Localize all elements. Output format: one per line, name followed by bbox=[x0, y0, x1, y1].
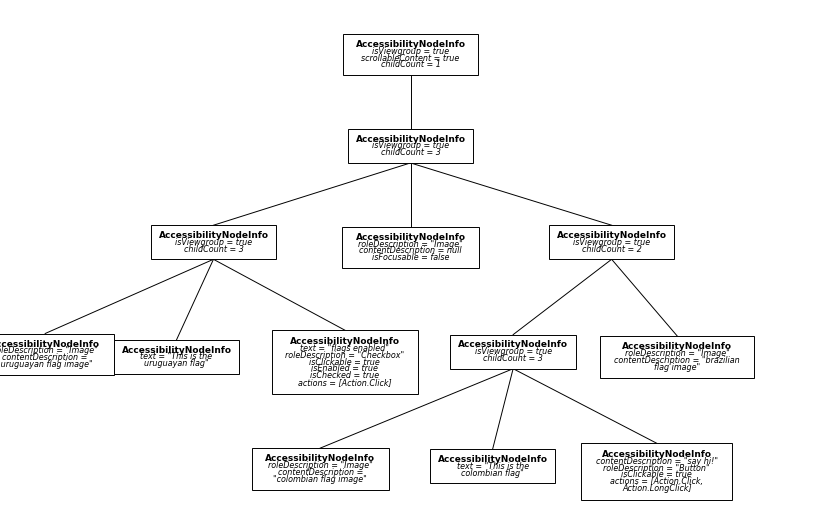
Text: childCount = 3: childCount = 3 bbox=[484, 354, 543, 363]
FancyBboxPatch shape bbox=[272, 330, 418, 394]
Text: roleDescription = "Image": roleDescription = "Image" bbox=[358, 240, 463, 249]
Text: AccessibilityNodeInfo: AccessibilityNodeInfo bbox=[557, 231, 667, 240]
Text: actions = [Action.Click,: actions = [Action.Click, bbox=[610, 477, 704, 486]
Text: AccessibilityNodeInfo: AccessibilityNodeInfo bbox=[290, 337, 400, 346]
Text: isEnabled = true: isEnabled = true bbox=[311, 364, 378, 374]
Text: contentDescription = null: contentDescription = null bbox=[360, 246, 461, 255]
Text: roleDescription = "Image": roleDescription = "Image" bbox=[625, 349, 730, 358]
Text: colombian flag": colombian flag" bbox=[461, 468, 524, 478]
Text: AccessibilityNodeInfo: AccessibilityNodeInfo bbox=[122, 345, 232, 355]
Text: isViewgroup = true: isViewgroup = true bbox=[573, 238, 650, 247]
Text: contentDescription =: contentDescription = bbox=[2, 353, 88, 362]
FancyBboxPatch shape bbox=[150, 225, 277, 259]
Text: flag image": flag image" bbox=[654, 363, 700, 371]
Text: contentDescription =: contentDescription = bbox=[277, 468, 363, 477]
Text: AccessibilityNodeInfo: AccessibilityNodeInfo bbox=[265, 454, 375, 463]
Text: roleDescription = "Image": roleDescription = "Image" bbox=[0, 346, 98, 355]
Text: isViewgroup = true: isViewgroup = true bbox=[372, 47, 449, 56]
Text: isClickable = true: isClickable = true bbox=[310, 357, 380, 367]
Text: AccessibilityNodeInfo: AccessibilityNodeInfo bbox=[355, 134, 466, 144]
Text: "uruguayan flag image": "uruguayan flag image" bbox=[0, 360, 93, 369]
FancyBboxPatch shape bbox=[450, 334, 576, 369]
Text: AccessibilityNodeInfo: AccessibilityNodeInfo bbox=[0, 340, 100, 349]
Text: childCount = 3: childCount = 3 bbox=[184, 244, 243, 254]
Text: isClickable = true: isClickable = true bbox=[621, 470, 692, 479]
Text: childCount = 2: childCount = 2 bbox=[582, 244, 641, 254]
Text: text = "flags enabled": text = "flags enabled" bbox=[300, 344, 389, 353]
Text: roleDescription = "Button": roleDescription = "Button" bbox=[603, 464, 710, 473]
FancyBboxPatch shape bbox=[581, 443, 732, 500]
Text: AccessibilityNodeInfo: AccessibilityNodeInfo bbox=[355, 40, 466, 49]
Text: isChecked = true: isChecked = true bbox=[310, 371, 379, 380]
Text: uruguayan flag": uruguayan flag" bbox=[144, 359, 209, 368]
Text: AccessibilityNodeInfo: AccessibilityNodeInfo bbox=[158, 231, 268, 240]
Text: isViewgroup = true: isViewgroup = true bbox=[372, 141, 449, 151]
Text: contentDescription = "brazilian: contentDescription = "brazilian bbox=[614, 356, 741, 365]
Text: childCount = 3: childCount = 3 bbox=[381, 148, 440, 157]
Text: isViewgroup = true: isViewgroup = true bbox=[175, 238, 252, 247]
FancyBboxPatch shape bbox=[600, 336, 754, 378]
Text: text = "This is the: text = "This is the bbox=[140, 352, 213, 362]
Text: roleDescription = "Checkbox": roleDescription = "Checkbox" bbox=[285, 351, 405, 360]
FancyBboxPatch shape bbox=[548, 225, 675, 259]
Text: isViewgroup = true: isViewgroup = true bbox=[475, 347, 552, 356]
Text: AccessibilityNodeInfo: AccessibilityNodeInfo bbox=[438, 455, 548, 464]
Text: AccessibilityNodeInfo: AccessibilityNodeInfo bbox=[355, 233, 466, 242]
FancyBboxPatch shape bbox=[0, 333, 113, 375]
Text: AccessibilityNodeInfo: AccessibilityNodeInfo bbox=[458, 340, 568, 350]
Text: actions = [Action.Click]: actions = [Action.Click] bbox=[298, 378, 392, 387]
FancyBboxPatch shape bbox=[343, 34, 478, 76]
Text: AccessibilityNodeInfo: AccessibilityNodeInfo bbox=[622, 342, 732, 351]
Text: roleDescription = "Image": roleDescription = "Image" bbox=[268, 461, 373, 470]
Text: contentDescription = "say hi!": contentDescription = "say hi!" bbox=[596, 457, 718, 466]
Text: text = "This is the: text = "This is the bbox=[456, 462, 529, 471]
Text: Action.LongClick]: Action.LongClick] bbox=[622, 484, 691, 493]
FancyBboxPatch shape bbox=[113, 340, 240, 374]
Text: scrollableContent = true: scrollableContent = true bbox=[361, 54, 460, 63]
Text: childCount = 1: childCount = 1 bbox=[381, 60, 440, 69]
Text: isFocusable = false: isFocusable = false bbox=[372, 253, 449, 262]
FancyBboxPatch shape bbox=[342, 227, 479, 268]
FancyBboxPatch shape bbox=[252, 448, 389, 490]
FancyBboxPatch shape bbox=[429, 449, 556, 483]
FancyBboxPatch shape bbox=[347, 129, 474, 163]
Text: AccessibilityNodeInfo: AccessibilityNodeInfo bbox=[602, 450, 712, 459]
Text: "colombian flag image": "colombian flag image" bbox=[273, 475, 367, 483]
